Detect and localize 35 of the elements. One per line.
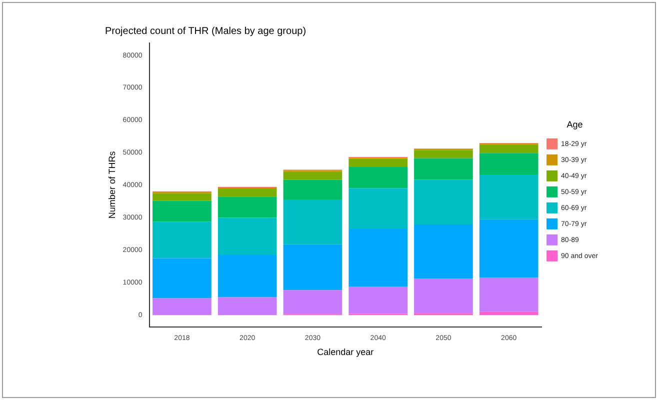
- bar: [152, 200, 212, 222]
- bar: [218, 255, 277, 298]
- bar: [348, 229, 408, 287]
- bar: [283, 244, 342, 290]
- bar: [414, 278, 473, 314]
- bar: [218, 196, 277, 218]
- bar: [348, 167, 408, 188]
- bar: [218, 218, 277, 256]
- bar: [414, 180, 473, 225]
- x-axis-title: Calendar year: [317, 347, 374, 358]
- bar: [414, 158, 473, 180]
- bar: [479, 219, 538, 278]
- bar: [348, 158, 408, 168]
- bar: [152, 298, 212, 314]
- bar: [479, 278, 538, 312]
- bar: [479, 144, 538, 154]
- bar: [348, 286, 408, 314]
- bar: [218, 297, 277, 314]
- bar: [152, 258, 212, 298]
- bar: [283, 290, 342, 314]
- bar: [283, 172, 342, 180]
- chart-title: Projected count of THR (Males by age group): [105, 26, 306, 37]
- bar: [414, 224, 473, 279]
- bar: [152, 222, 212, 258]
- bar: [218, 188, 277, 197]
- bar: [348, 188, 408, 230]
- bar: [414, 150, 473, 158]
- bar: [283, 200, 342, 244]
- y-axis-title: Number of THRs: [106, 150, 117, 219]
- bar: [479, 153, 538, 175]
- bar: [479, 174, 538, 220]
- legend-title: Age: [566, 120, 583, 130]
- bar: [479, 312, 538, 316]
- bar: [152, 193, 212, 201]
- bar: [283, 180, 342, 200]
